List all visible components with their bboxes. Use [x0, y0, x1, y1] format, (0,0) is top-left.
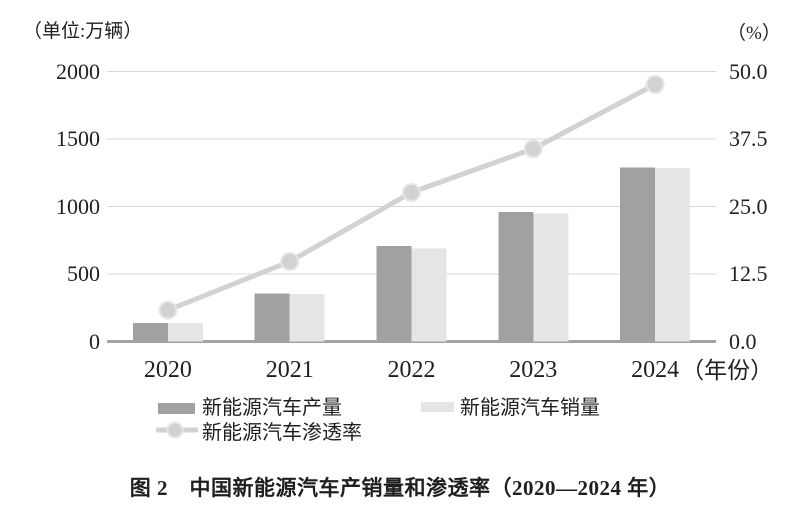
- left-axis-tick-3: 1500: [56, 126, 100, 151]
- left-axis-tick-4: 2000: [56, 58, 100, 84]
- penetration-point-2022: [402, 182, 421, 202]
- x-axis-label-2020: 2020: [143, 357, 192, 383]
- penetration-point-2023: [523, 139, 543, 159]
- sales-bar-2020: [167, 323, 203, 342]
- x-axis-label-2022: 2022: [387, 357, 436, 383]
- sales-bar-2023: [533, 213, 569, 342]
- sales-bar-2024: [655, 167, 691, 342]
- x-axis-label-2021: 2021: [265, 357, 314, 383]
- penetration-point-2020: [158, 300, 178, 320]
- right-axis-tick-3: 37.5: [729, 126, 768, 151]
- production-bar-2020: [132, 323, 168, 342]
- production-legend-label: 新能源汽车产量: [202, 397, 342, 419]
- production-bar-2021: [254, 293, 290, 342]
- production-legend-swatch: [158, 403, 195, 414]
- right-axis-unit-label: （%）: [727, 23, 781, 44]
- production-bar-2022: [376, 246, 412, 342]
- left-axis-tick-1: 500: [67, 261, 100, 286]
- left-axis-tick-2: 1000: [56, 193, 100, 219]
- left-axis-tick-0: 0: [89, 328, 100, 354]
- sales-legend-label: 新能源汽车销量: [460, 397, 600, 419]
- penetration-point-2021: [280, 252, 300, 272]
- x-axis-label-2024: 2024: [631, 357, 680, 383]
- right-axis-tick-4: 50.0: [729, 58, 768, 84]
- penetration-legend-marker: [156, 421, 198, 439]
- production-bar-2023: [498, 212, 534, 342]
- right-axis-tick-0: 0.0: [729, 328, 757, 354]
- x-axis-year-suffix: （年份）: [681, 358, 774, 383]
- sales-bar-2021: [289, 293, 325, 342]
- sales-legend-swatch: [421, 402, 454, 412]
- figure-caption: 图 2 中国新能源汽车产销量和渗透率（2020—2024 年）: [129, 476, 671, 500]
- x-axis-label-2023: 2023: [509, 357, 558, 383]
- penetration-legend-label: 新能源汽车渗透率: [202, 422, 362, 444]
- left-axis-unit-label: （单位:万辆）: [23, 21, 143, 42]
- right-axis-tick-1: 12.5: [729, 261, 768, 286]
- production-bar-2024: [620, 167, 656, 342]
- sales-bar-2022: [411, 248, 447, 342]
- right-axis-tick-2: 25.0: [729, 193, 768, 219]
- penetration-point-2024: [645, 74, 665, 94]
